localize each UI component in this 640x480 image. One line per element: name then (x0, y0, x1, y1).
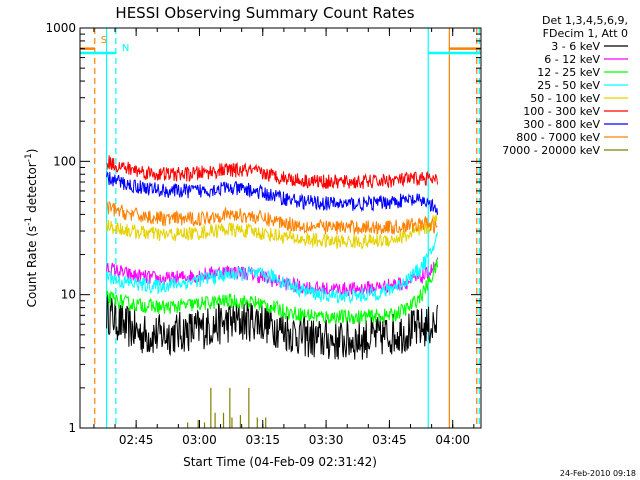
x-axis-label: Start Time (04-Feb-09 02:31:42) (183, 455, 377, 469)
x-tick-label-5: 04:00 (435, 433, 470, 447)
y-axis-label: Count Rate (s-1 detector-1) (24, 149, 39, 308)
x-tick-label-0: 02:45 (119, 433, 154, 447)
timestamp: 24-Feb-2010 09:18 (560, 469, 636, 478)
series-0 (106, 293, 438, 360)
marker-label-S: S (101, 35, 107, 46)
legend-label-1: 6 - 12 keV (544, 53, 600, 66)
axes: 02:45 03:00 03:15 03:30 03:45 04:00 1 10 100 1000 (45, 21, 481, 447)
y-axis-label-mid: detector (25, 162, 39, 217)
chart-title: HESSI Observing Summary Count Rates (115, 4, 414, 22)
series-line-5 (106, 155, 438, 190)
legend-label-2: 12 - 25 keV (537, 66, 600, 79)
y-axis-label-main: Count Rate (s (25, 226, 39, 308)
x-tick-label-3: 03:30 (309, 433, 344, 447)
plot-frame (79, 27, 482, 429)
series-group (106, 155, 438, 428)
series-4 (106, 212, 438, 250)
series-3 (106, 232, 438, 305)
x-tick-label-2: 03:15 (245, 433, 280, 447)
series-7 (106, 200, 438, 235)
y-tick-label-0: 1 (68, 421, 76, 435)
legend-header-line-2: FDecim 1, Att 0 (543, 27, 628, 40)
series-6 (106, 171, 438, 215)
y-axis-label-sup2: -1 (24, 153, 34, 162)
legend-label-0: 3 - 6 keV (551, 40, 600, 53)
legend-header-line-1: Det 1,3,4,5,6,9, (542, 14, 628, 27)
legend-label-8: 7000 - 20000 keV (502, 144, 600, 157)
series-line-7 (106, 200, 438, 235)
series-line-6 (106, 171, 438, 215)
marker-label-N: N (122, 43, 129, 54)
y-tick-label-3: 1000 (45, 21, 76, 35)
y-tick-label-1: 10 (61, 288, 76, 302)
series-line-0 (106, 293, 438, 360)
y-axis-label-sup1: -1 (24, 217, 34, 226)
x-tick-label-4: 03:45 (372, 433, 407, 447)
legend-label-6: 300 - 800 keV (523, 118, 600, 131)
legend-label-4: 50 - 100 keV (530, 92, 600, 105)
series-2 (106, 258, 438, 325)
series-8 (187, 387, 267, 428)
legend-label-3: 25 - 50 keV (537, 79, 600, 92)
series-line-4 (106, 212, 438, 250)
x-tick-label-1: 03:00 (182, 433, 217, 447)
y-axis-label-end: ) (25, 149, 39, 154)
series-line-3 (106, 232, 438, 305)
series-line-2 (106, 258, 438, 325)
legend-label-7: 800 - 7000 keV (516, 131, 600, 144)
legend-label-5: 100 - 300 keV (523, 105, 600, 118)
y-tick-label-2: 100 (53, 154, 76, 168)
series-5 (106, 155, 438, 190)
legend: Det 1,3,4,5,6,9, FDecim 1, Att 0 3 - 6 k… (502, 14, 628, 157)
